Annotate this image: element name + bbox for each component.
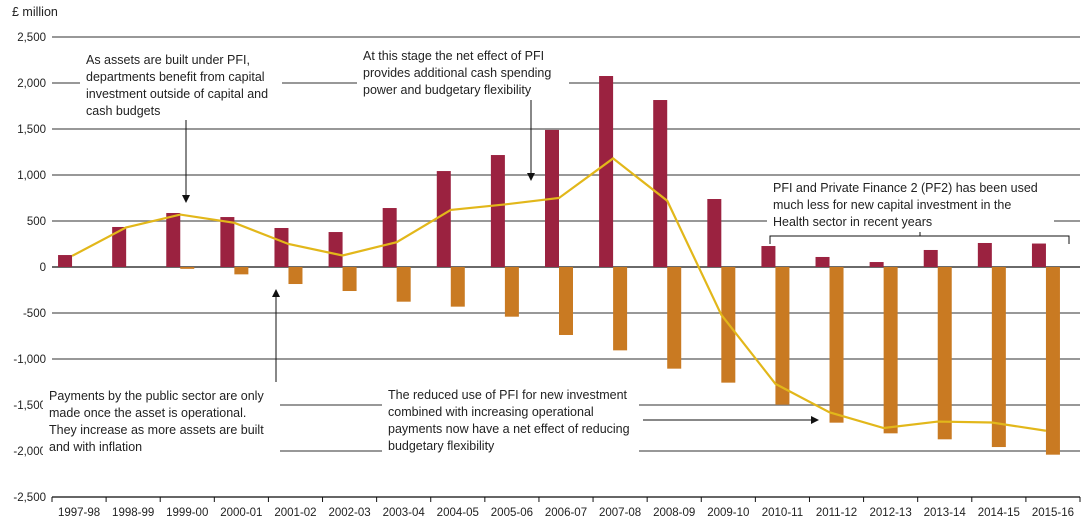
capital-investment-bar bbox=[220, 217, 235, 267]
x-tick-label: 2002-03 bbox=[328, 507, 370, 519]
x-tick-label: 2000-01 bbox=[220, 507, 262, 519]
capital-investment-bar bbox=[112, 226, 127, 267]
annotation-reduced-flexibility: The reduced use of PFI for new investmen… bbox=[382, 387, 639, 455]
x-tick-label: 2015-16 bbox=[1032, 507, 1074, 519]
y-axis-unit-label: £ million bbox=[12, 5, 58, 19]
x-tick-label: 2008-09 bbox=[653, 507, 695, 519]
payments-bar bbox=[504, 267, 519, 317]
y-tick-label: 500 bbox=[27, 216, 46, 228]
capital-investment-bar bbox=[761, 246, 776, 267]
x-tick-label: 1999-00 bbox=[166, 507, 208, 519]
payments-bar bbox=[937, 267, 952, 440]
payments-bar bbox=[775, 267, 790, 405]
annotation-net-effect-flexibility: At this stage the net effect of PFI prov… bbox=[357, 48, 569, 99]
capital-investment-bar bbox=[490, 155, 505, 267]
x-tick-label: 2004-05 bbox=[437, 507, 479, 519]
payments-bar bbox=[342, 267, 357, 292]
payments-bar bbox=[991, 267, 1006, 448]
x-tick-label: 1997-98 bbox=[58, 507, 100, 519]
capital-investment-bar bbox=[599, 76, 614, 268]
x-tick-label: 2012-13 bbox=[870, 507, 912, 519]
payments-bar bbox=[613, 267, 628, 351]
y-tick-label: -500 bbox=[23, 308, 46, 320]
capital-investment-bar bbox=[977, 242, 992, 267]
x-tick-label: 1998-99 bbox=[112, 507, 154, 519]
y-tick-label: -2,000 bbox=[13, 446, 46, 458]
payments-bar bbox=[288, 267, 303, 285]
x-tick-label: 2005-06 bbox=[491, 507, 533, 519]
payments-bar bbox=[450, 267, 465, 307]
net-effect-line bbox=[71, 157, 1047, 432]
y-tick-label: 1,000 bbox=[17, 170, 46, 182]
y-tick-label: 0 bbox=[40, 262, 46, 274]
payments-bar bbox=[883, 267, 898, 434]
x-tick-label: 2007-08 bbox=[599, 507, 641, 519]
capital-investment-bar bbox=[58, 255, 73, 267]
x-tick-label: 2003-04 bbox=[383, 507, 426, 519]
capital-investment-bar bbox=[166, 212, 181, 267]
payments-bar bbox=[180, 267, 195, 269]
y-tick-label: -1,500 bbox=[13, 400, 46, 412]
capital-investment-bar bbox=[274, 227, 289, 267]
payments-bar bbox=[1045, 267, 1060, 455]
y-tick-label: -2,500 bbox=[13, 492, 46, 504]
payments-bar bbox=[667, 267, 682, 369]
x-tick-label: 2011-12 bbox=[816, 507, 857, 519]
y-tick-label: -1,000 bbox=[13, 354, 46, 366]
x-tick-label: 2001-02 bbox=[274, 507, 316, 519]
x-tick-label: 2013-14 bbox=[924, 507, 967, 519]
payments-bar bbox=[396, 267, 411, 302]
capital-investment-bar bbox=[328, 232, 343, 267]
bracket-recent-years bbox=[769, 232, 1070, 244]
capital-investment-bar bbox=[382, 208, 397, 267]
capital-investment-bar bbox=[707, 199, 722, 267]
annotation-payments-operational: Payments by the public sector are only m… bbox=[43, 388, 280, 456]
annotation-pf2-less-used: PFI and Private Finance 2 (PF2) has been… bbox=[767, 180, 1054, 231]
capital-investment-bar bbox=[436, 171, 451, 267]
capital-investment-bar bbox=[815, 256, 830, 267]
capital-investment-bar bbox=[653, 100, 668, 268]
x-tick-label: 2014-15 bbox=[978, 507, 1020, 519]
y-tick-label: 1,500 bbox=[17, 124, 46, 136]
payments-bar bbox=[559, 267, 573, 335]
annotation-capital-investment: As assets are built under PFI, departmen… bbox=[80, 52, 282, 120]
capital-investment-bar bbox=[869, 262, 884, 267]
y-tick-label: 2,000 bbox=[17, 78, 46, 90]
payments-bar bbox=[234, 267, 249, 275]
y-tick-label: 2,500 bbox=[17, 32, 46, 44]
capital-investment-bar bbox=[1031, 243, 1046, 267]
x-tick-label: 2010-11 bbox=[762, 507, 803, 519]
payments-bar bbox=[829, 267, 844, 423]
capital-investment-bar bbox=[923, 249, 938, 267]
x-tick-label: 2006-07 bbox=[545, 507, 587, 519]
x-tick-label: 2009-10 bbox=[707, 507, 749, 519]
